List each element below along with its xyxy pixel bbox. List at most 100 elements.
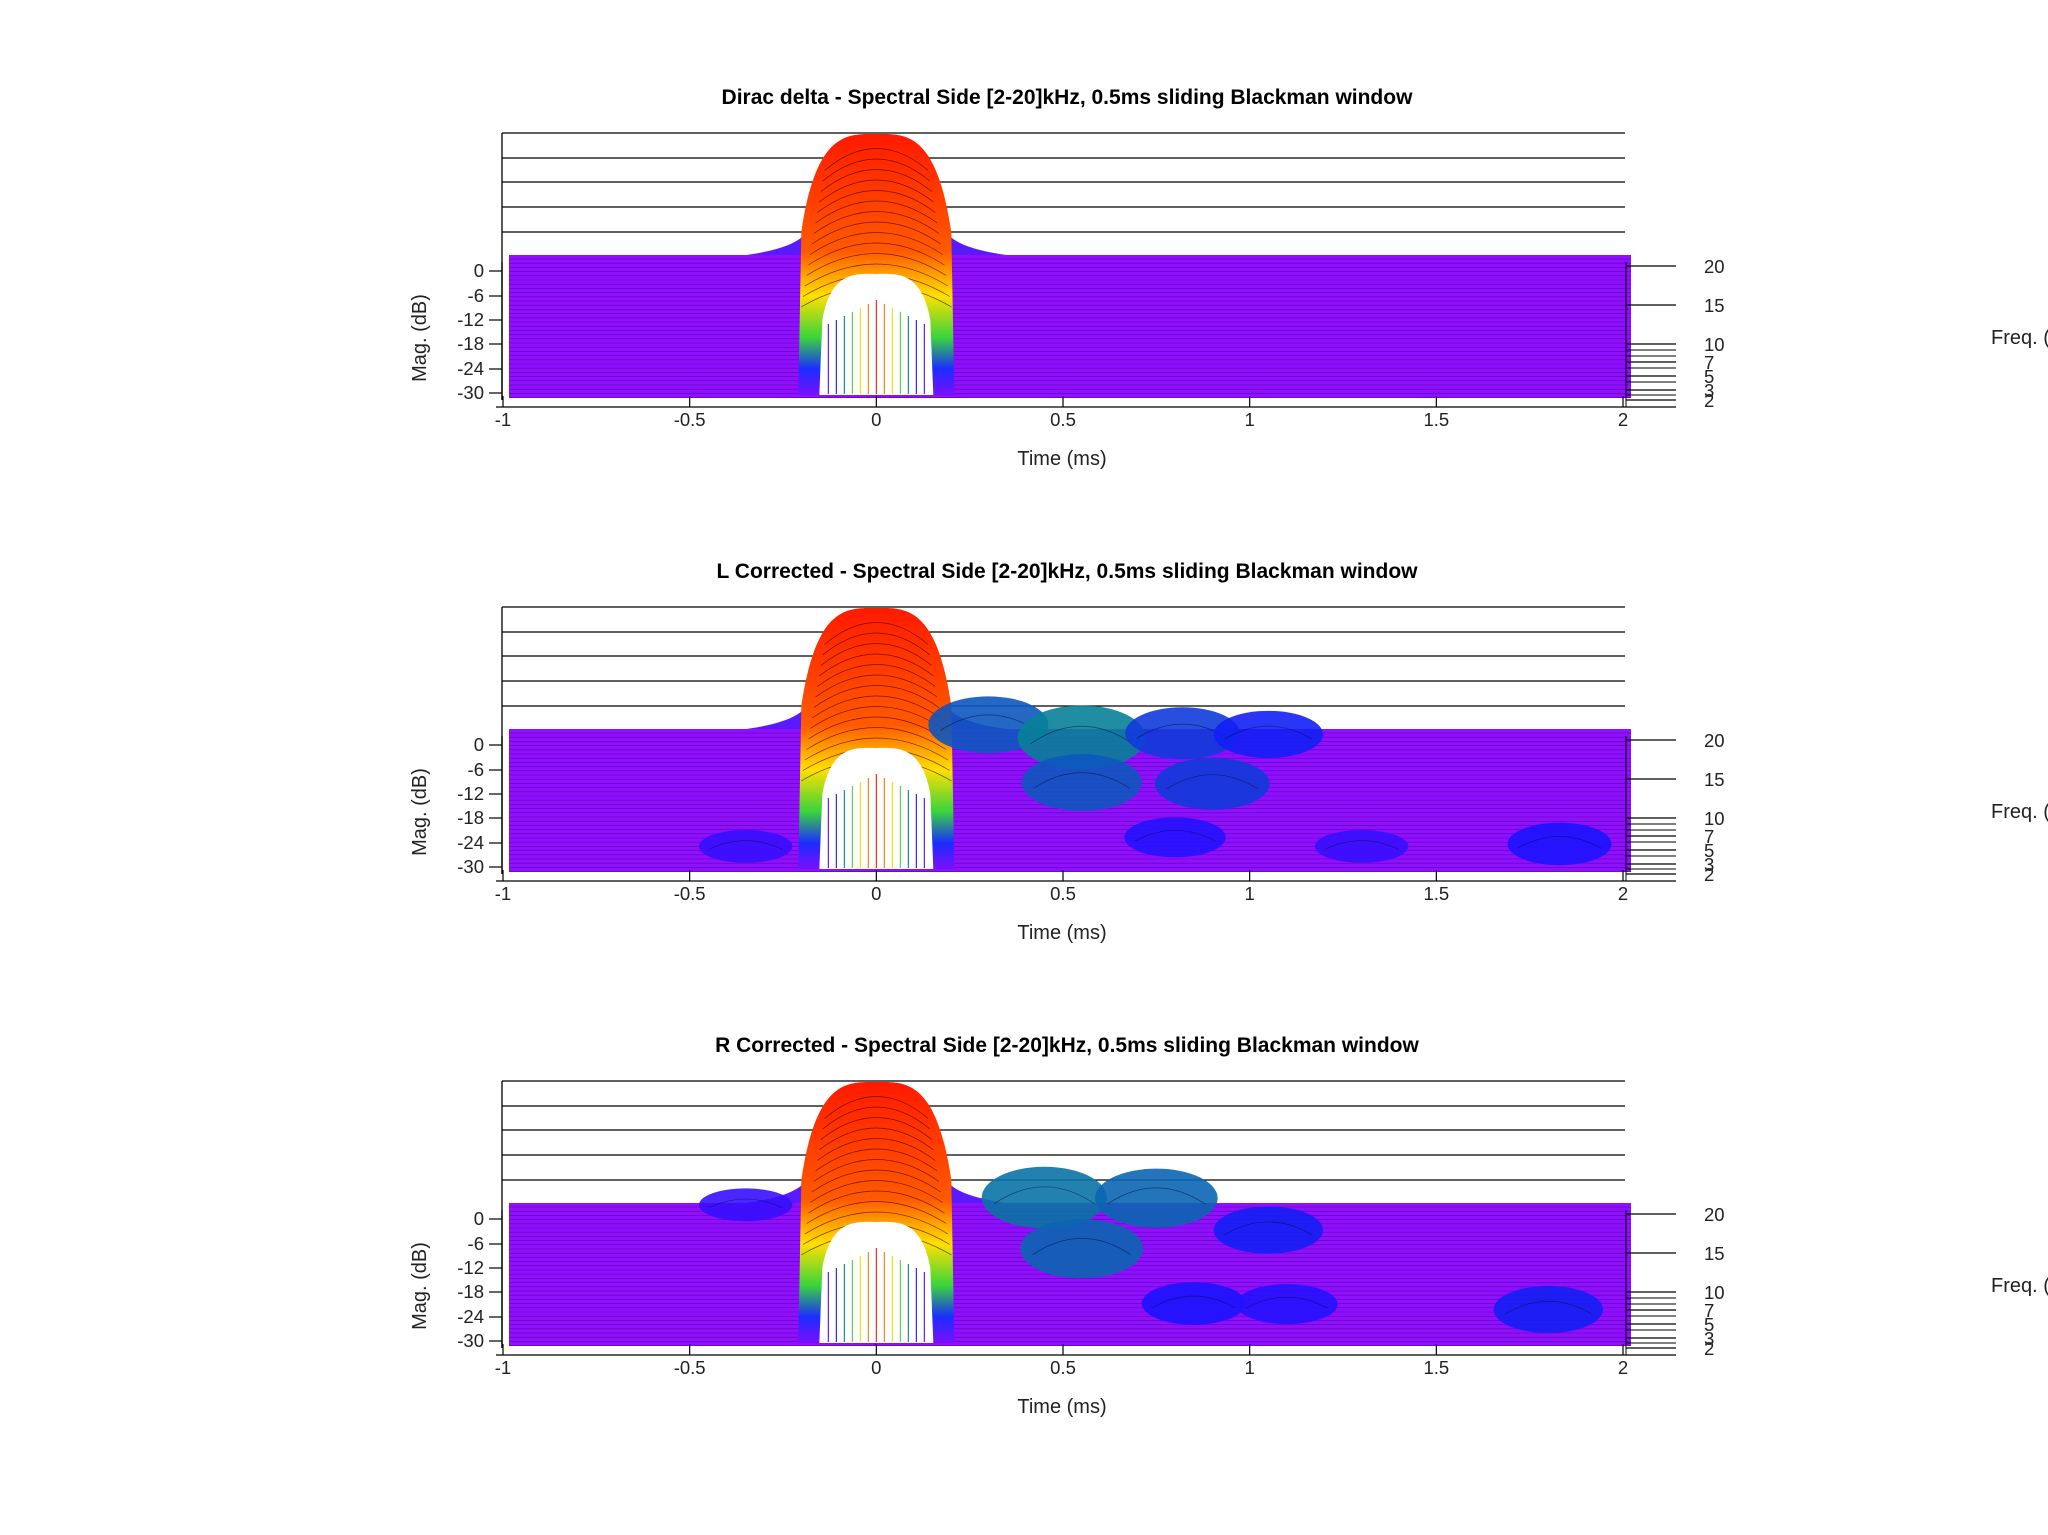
reflection-bump <box>1315 829 1409 863</box>
peak-contour <box>815 200 938 224</box>
z-tick-label: 20 <box>1704 730 1725 751</box>
x-tick-label: 1.5 <box>1423 883 1449 904</box>
x-tick-label: 1 <box>1245 883 1255 904</box>
y-tick-label: -30 <box>457 382 484 403</box>
x-tick-label: 2 <box>1618 883 1628 904</box>
z-tick-label: 5 <box>1704 840 1714 861</box>
reflection-bump <box>1213 1206 1324 1254</box>
peak-contour <box>824 148 929 171</box>
y-axis-label: Mag. (dB) <box>409 1242 431 1330</box>
peak-contour <box>811 1169 941 1193</box>
peak-contour <box>822 158 931 182</box>
z-tick-label: 2 <box>1704 864 1714 885</box>
peak-contour <box>817 1138 936 1161</box>
y-tick-label: -18 <box>457 333 484 354</box>
peak-contour <box>808 242 945 266</box>
x-tick-label: 1 <box>1245 1357 1255 1378</box>
y-tick-label: -30 <box>457 1330 484 1351</box>
y-tick-label: 0 <box>474 260 484 281</box>
peak-contour <box>817 190 936 213</box>
y-tick-label: -24 <box>457 832 484 853</box>
reflection-bump <box>1493 1285 1604 1334</box>
z-tick-label: 2 <box>1704 1338 1714 1359</box>
bump-contour <box>1224 725 1313 740</box>
bump-contour <box>1324 840 1400 850</box>
bump-contour <box>1030 726 1134 745</box>
bump-contour <box>1246 1296 1328 1309</box>
x-axis-label: Time (ms) <box>1017 922 1106 944</box>
y-tick-label: -18 <box>457 807 484 828</box>
peak-contour <box>806 1201 947 1224</box>
z-tick-label: 10 <box>1704 334 1725 355</box>
x-tick-label: -0.5 <box>674 409 706 430</box>
z-tick-label: 15 <box>1704 1243 1725 1264</box>
x-tick-label: 0.5 <box>1050 1357 1076 1378</box>
peak-contour <box>815 674 938 698</box>
bump-contour <box>1107 1187 1206 1205</box>
y-tick-label: -6 <box>468 1233 484 1254</box>
peak-contour <box>820 643 932 666</box>
z-tick-label: 3 <box>1704 854 1714 875</box>
peak-contour <box>809 706 943 729</box>
peak-contour <box>820 169 932 192</box>
x-tick-label: 0 <box>871 409 881 430</box>
y-tick-label: -12 <box>457 309 484 330</box>
x-tick-label: 2 <box>1618 409 1628 430</box>
chart-panel-3: R Corrected - Spectral Side [2-20]kHz, 0… <box>409 1034 2048 1418</box>
y-tick-label: -30 <box>457 856 484 877</box>
y-tick-label: -24 <box>457 358 484 379</box>
peak-contour <box>804 737 949 761</box>
peak-contour <box>822 1106 931 1130</box>
peak-contour <box>813 685 940 708</box>
chart-title: R Corrected - Spectral Side [2-20]kHz, 0… <box>715 1034 1419 1057</box>
bump-contour <box>1134 829 1216 842</box>
z-tick-label: 20 <box>1704 1204 1725 1225</box>
peak-contour <box>818 653 934 677</box>
x-tick-label: 0 <box>871 1357 881 1378</box>
reflection-bump <box>981 1166 1107 1229</box>
x-axis-label: Time (ms) <box>1017 1396 1106 1418</box>
peak-contour <box>815 1148 938 1172</box>
peak-contour <box>817 664 936 687</box>
peak-contour <box>809 1180 943 1203</box>
reflection-bump <box>1095 1168 1218 1228</box>
bump-contour <box>1032 1238 1131 1255</box>
peak-contour <box>818 179 934 203</box>
x-tick-label: -1 <box>495 883 511 904</box>
reflection-bump <box>1017 705 1146 770</box>
y-tick-label: -12 <box>457 783 484 804</box>
x-tick-label: 0.5 <box>1050 409 1076 430</box>
peak-contour <box>822 632 931 656</box>
x-axis-label: Time (ms) <box>1017 448 1106 470</box>
chart-panel-2: L Corrected - Spectral Side [2-20]kHz, 0… <box>409 560 2048 944</box>
chart-panel-1: Dirac delta - Spectral Side [2-20]kHz, 0… <box>409 86 2048 470</box>
peak-contour <box>818 1127 934 1151</box>
y-tick-label: -18 <box>457 1281 484 1302</box>
x-tick-label: -0.5 <box>674 1357 706 1378</box>
x-tick-label: 2 <box>1618 1357 1628 1378</box>
x-tick-label: 0.5 <box>1050 883 1076 904</box>
bump-contour <box>708 840 784 850</box>
bump-contour <box>1033 772 1130 789</box>
peak-contour <box>806 253 947 276</box>
reflection-bump <box>699 829 793 863</box>
z-tick-label: 15 <box>1704 769 1725 790</box>
peak-contour <box>813 211 940 234</box>
y-tick-label: -12 <box>457 1257 484 1278</box>
x-tick-label: 1.5 <box>1423 1357 1449 1378</box>
x-tick-label: -1 <box>495 409 511 430</box>
reflection-bump <box>1507 822 1612 866</box>
peak-contour <box>804 1211 949 1235</box>
z-tick-label: 2 <box>1704 390 1714 411</box>
y-tick-label: -24 <box>457 1306 484 1327</box>
x-tick-label: -0.5 <box>674 883 706 904</box>
bump-contour <box>1224 1221 1313 1236</box>
bump-contour <box>708 1198 784 1209</box>
x-tick-label: 1.5 <box>1423 409 1449 430</box>
reflection-bump <box>1124 817 1226 858</box>
reflection-bump <box>699 1188 793 1222</box>
peak-contour <box>806 727 947 750</box>
peak-contour <box>804 263 949 287</box>
z-tick-label: 20 <box>1704 256 1725 277</box>
peak-contour <box>808 1190 945 1214</box>
